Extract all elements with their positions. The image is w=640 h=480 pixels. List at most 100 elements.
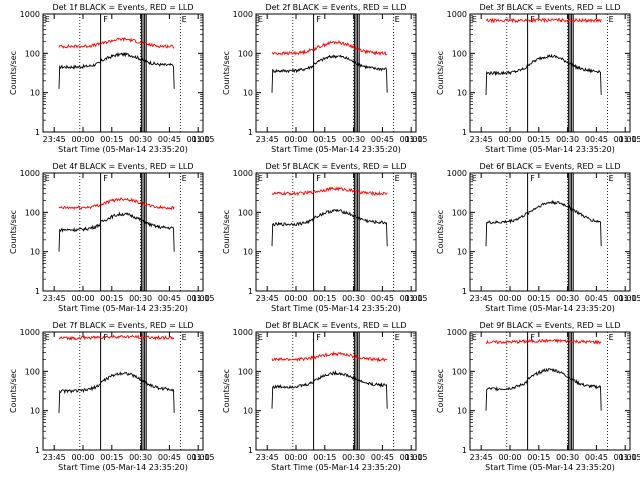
x-tick-label: 23:45 xyxy=(256,135,279,144)
x-tick-label: 00:00 xyxy=(284,135,307,144)
x-tick-label: 00:30 xyxy=(129,135,152,144)
x-tick-label: 00:30 xyxy=(556,294,579,303)
series-line-events xyxy=(485,199,602,247)
x-axis-label: Start Time (05-Mar-14 23:35:20) xyxy=(271,463,401,472)
x-tick-label: 00:45 xyxy=(158,294,181,303)
y-axis-label: Counts/sec xyxy=(9,369,18,413)
y-tick-label: 1 xyxy=(462,446,467,455)
y-tick-label: 1 xyxy=(35,446,40,455)
x-tick-label: 01:15 xyxy=(404,453,427,462)
y-tick-label: 100 xyxy=(452,208,467,217)
chart-title: Det 4f BLACK = Events, RED = LLD xyxy=(52,162,193,171)
y-axis-label: Counts/sec xyxy=(436,369,445,413)
y-tick-label: 1000 xyxy=(447,10,467,19)
series-line-lld xyxy=(58,334,175,341)
chart-panel-9: E F E 1 10 100 1000 23:45 00:00 00:15 00:30 00:45 01… xyxy=(436,321,640,472)
x-tick-label: 01:15 xyxy=(404,294,427,303)
x-tick-label: 01:00 xyxy=(187,135,210,144)
y-tick-label: 1000 xyxy=(447,169,467,178)
plot-frame xyxy=(42,13,204,133)
series-line-events xyxy=(58,371,175,413)
series-line-events xyxy=(58,211,175,252)
x-tick-label: 00:00 xyxy=(71,453,94,462)
y-tick-label: 100 xyxy=(238,367,253,376)
x-tick-label: 01:00 xyxy=(614,135,637,144)
x-tick-label: 00:45 xyxy=(158,453,181,462)
y-tick-label: 1 xyxy=(248,128,253,137)
y-tick-label: 100 xyxy=(25,49,40,58)
marker-label: E xyxy=(395,174,400,183)
plot-frame xyxy=(255,13,417,133)
x-tick-label: 00:45 xyxy=(585,453,608,462)
series-line-lld xyxy=(485,17,602,24)
x-tick-label: 01:15 xyxy=(191,294,214,303)
x-tick-label: 00:00 xyxy=(71,135,94,144)
plot-frame xyxy=(42,331,204,451)
x-axis-label: Start Time (05-Mar-14 23:35:20) xyxy=(485,463,615,472)
x-tick-label: 00:15 xyxy=(313,294,336,303)
y-tick-label: 10 xyxy=(457,248,467,257)
marker-label: E xyxy=(45,333,50,342)
y-axis-label: Counts/sec xyxy=(222,210,231,254)
y-tick-label: 10 xyxy=(457,89,467,98)
x-tick-label: 00:00 xyxy=(498,135,521,144)
x-tick-label: 00:45 xyxy=(585,135,608,144)
x-tick-label: 00:00 xyxy=(284,294,307,303)
series-line-events xyxy=(271,369,388,409)
x-tick-label: 23:45 xyxy=(256,453,279,462)
y-axis-label: Counts/sec xyxy=(222,369,231,413)
marker-label: E xyxy=(395,333,400,342)
x-tick-label: 00:30 xyxy=(342,135,365,144)
x-tick-label: 23:45 xyxy=(256,294,279,303)
x-tick-label: 00:15 xyxy=(313,135,336,144)
marker-label: F xyxy=(530,333,535,342)
marker-label: F xyxy=(530,15,535,24)
marker-label: E xyxy=(182,15,187,24)
y-tick-label: 1 xyxy=(248,287,253,296)
marker-label: E xyxy=(609,333,614,342)
x-tick-label: 01:15 xyxy=(404,135,427,144)
x-tick-label: 00:45 xyxy=(371,453,394,462)
y-tick-label: 1 xyxy=(35,287,40,296)
x-tick-label: 01:15 xyxy=(618,294,640,303)
x-tick-label: 00:30 xyxy=(129,453,152,462)
marker-label: E xyxy=(472,15,477,24)
marker-label: F xyxy=(316,333,321,342)
y-axis-label: Counts/sec xyxy=(9,51,18,95)
y-tick-label: 1000 xyxy=(447,328,467,337)
chart-title: Det 3f BLACK = Events, RED = LLD xyxy=(479,3,620,12)
y-tick-label: 10 xyxy=(243,89,253,98)
x-tick-label: 01:15 xyxy=(191,453,214,462)
x-tick-label: 00:45 xyxy=(158,135,181,144)
marker-label: E xyxy=(45,15,50,24)
series-line-events xyxy=(485,53,602,95)
marker-label: E xyxy=(182,174,187,183)
chart-title: Det 1f BLACK = Events, RED = LLD xyxy=(52,3,193,12)
marker-label: E xyxy=(609,15,614,24)
plot-frame xyxy=(469,172,631,292)
y-tick-label: 1 xyxy=(248,446,253,455)
y-axis-label: Counts/sec xyxy=(436,210,445,254)
x-tick-label: 23:45 xyxy=(470,453,493,462)
series-line-events xyxy=(485,367,602,411)
chart-title: Det 6f BLACK = Events, RED = LLD xyxy=(479,162,620,171)
chart-panel-4: E F E 1 10 100 1000 23:45 00:00 00:15 00:30 00:45 01… xyxy=(9,162,215,313)
marker-label: E xyxy=(45,174,50,183)
x-tick-label: 01:00 xyxy=(400,453,423,462)
marker-label: E xyxy=(182,333,187,342)
x-tick-label: 23:45 xyxy=(470,294,493,303)
chart-title: Det 2f BLACK = Events, RED = LLD xyxy=(265,3,406,12)
x-tick-label: 00:15 xyxy=(100,294,123,303)
x-tick-label: 00:15 xyxy=(527,135,550,144)
x-tick-label: 01:00 xyxy=(614,453,637,462)
plot-frame xyxy=(255,172,417,292)
x-tick-label: 01:15 xyxy=(618,135,640,144)
x-axis-label: Start Time (05-Mar-14 23:35:20) xyxy=(485,304,615,313)
y-tick-label: 100 xyxy=(25,208,40,217)
x-axis-label: Start Time (05-Mar-14 23:35:20) xyxy=(58,304,188,313)
marker-label: F xyxy=(530,174,535,183)
y-tick-label: 1000 xyxy=(20,169,40,178)
x-tick-label: 00:00 xyxy=(498,453,521,462)
y-tick-label: 10 xyxy=(30,248,40,257)
